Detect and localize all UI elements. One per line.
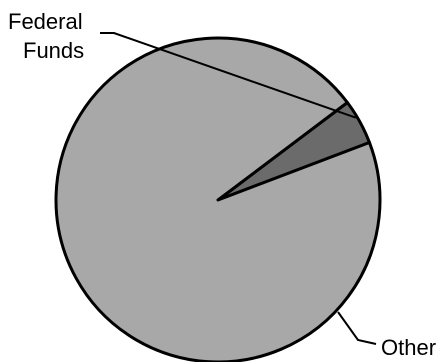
pie-slices — [54, 36, 382, 362]
leader-lines — [100, 32, 377, 345]
pie-slice-other — [54, 36, 382, 362]
leader-line-other — [337, 311, 377, 345]
slice-label-federal-funds-line-1: Federal — [8, 9, 83, 34]
leader-line-federal-funds — [100, 32, 357, 119]
slice-label-federal-funds-line-2: Funds — [23, 38, 84, 63]
slice-label-other: Other — [381, 335, 436, 360]
